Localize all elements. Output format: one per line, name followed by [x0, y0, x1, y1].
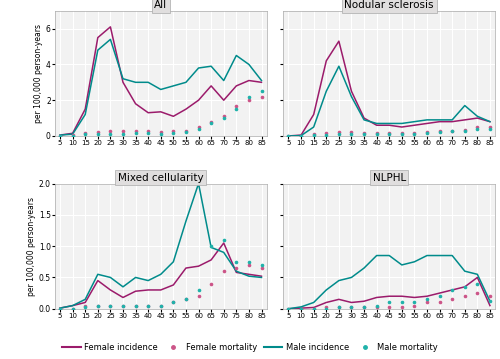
Y-axis label: per 100,000 person-years: per 100,000 person-years	[34, 24, 43, 123]
Title: All: All	[154, 0, 168, 10]
Legend: Female incidence, Female mortality, Male incidence, Male mortality: Female incidence, Female mortality, Male…	[59, 339, 441, 355]
Title: NLPHL: NLPHL	[372, 173, 406, 183]
Title: Nodular sclerosis: Nodular sclerosis	[344, 0, 434, 10]
Y-axis label: per 100,000 person-years: per 100,000 person-years	[27, 197, 36, 296]
Title: Mixed cellularity: Mixed cellularity	[118, 173, 204, 183]
